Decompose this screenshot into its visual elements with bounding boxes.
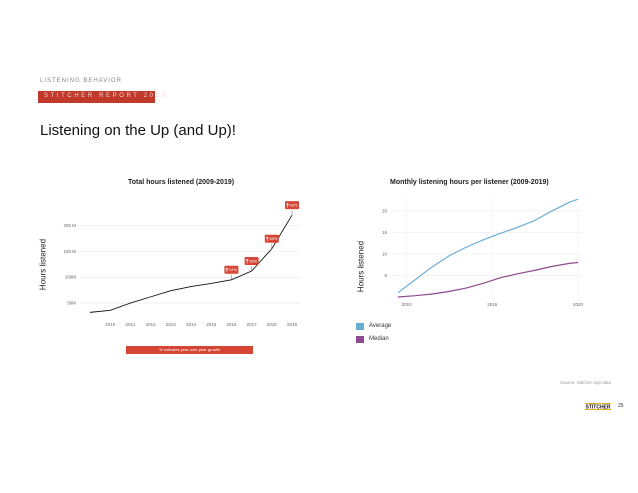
chart2-xtick-label: 2015: [487, 302, 498, 307]
chart1-ytick-label: 100M: [65, 275, 77, 280]
arrow-up-icon: [225, 267, 229, 273]
chart2-series-line-average: [397, 198, 579, 294]
chart1-growth-badge: 38%: [264, 234, 279, 243]
chart1-ytick-label: 50M: [67, 301, 76, 306]
chart1-xtick-label: 2011: [126, 322, 136, 327]
chart1-growth-badge: 42%: [285, 201, 299, 210]
legend-swatch-median: [356, 336, 364, 343]
chart1-growth-label: 38%: [269, 236, 277, 241]
chart1-growth-badge-bg: [285, 201, 299, 210]
arrow-up-icon: [265, 236, 269, 242]
chart1-xtick-label: 2017: [247, 322, 258, 327]
legend-label-median: Median: [369, 336, 389, 342]
chart1-xtick-label: 2018: [267, 322, 278, 327]
stitcher-logo: STITCHER: [583, 400, 613, 412]
chart1-xtick-label: 2010: [105, 322, 116, 327]
chart1-xtick-label: 2013: [166, 322, 177, 327]
chart2-title: Monthly listening hours per listener (20…: [390, 179, 549, 186]
chart1-growth-label: 18%: [249, 258, 257, 263]
chart2-xtick-label: 2020: [573, 302, 584, 307]
chart1-growth-badge: 18%: [244, 257, 259, 266]
chart2-ytick-label: 20: [382, 208, 388, 213]
section-kicker: LISTENING BEHAVIOR: [40, 78, 122, 84]
arrow-up-icon: [245, 258, 249, 264]
page-number: 25: [618, 403, 624, 409]
report-banner-text: STITCHER REPORT 2020: [44, 93, 168, 99]
chart1-ytick-label: 150 M: [63, 249, 76, 254]
chart1-ytick-label: 200 M: [63, 223, 76, 228]
chart2-ytick-label: 15: [382, 230, 388, 235]
source-note: Source: Stitcher App data: [559, 380, 611, 385]
chart1-xtick-label: 2012: [146, 322, 157, 327]
chart1-xtick-label: 2015: [206, 322, 217, 327]
chart1-growth-label: 12%: [229, 267, 237, 272]
chart1-xtick-label: 2016: [226, 322, 237, 327]
chart1-growth-label: 42%: [289, 203, 297, 208]
legend-swatch-average: [356, 323, 364, 330]
chart1-growth-badge-bg: [264, 234, 279, 243]
logo-text: STITCHER: [586, 404, 611, 410]
footnote-text: % indicates year-over-year growth: [159, 347, 220, 352]
footnote-bar: % indicates year-over-year growth: [126, 346, 253, 354]
report-banner: STITCHER REPORT 2020: [38, 91, 165, 103]
chart1-growth-badge: 12%: [224, 265, 239, 274]
page-title: Listening on the Up (and Up)!: [40, 122, 236, 139]
chart1-xtick-label: 2014: [186, 322, 197, 327]
chart2-xtick-label: 2010: [402, 302, 413, 307]
arrow-up-icon: [285, 202, 290, 208]
chart1-growth-badge-bg: [224, 265, 239, 274]
chart2-ytick-label: 10: [382, 251, 388, 256]
chart2-ytick-label: 5: [384, 273, 387, 278]
chart1-xtick-label: 2019: [287, 322, 298, 327]
chart1-growth-badge-bg: [244, 257, 259, 266]
legend-label-average: Average: [369, 323, 392, 329]
chart1-title: Total hours listened (2009-2019): [128, 179, 235, 186]
chart2-series-line-median: [397, 261, 579, 298]
